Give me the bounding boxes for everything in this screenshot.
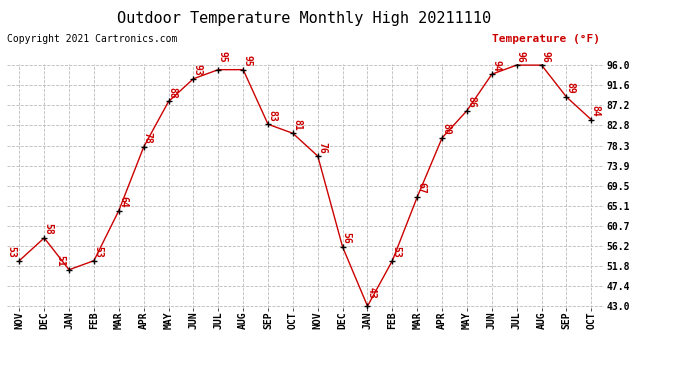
Text: 67: 67 [416, 183, 426, 194]
Text: 58: 58 [43, 224, 53, 235]
Text: 94: 94 [491, 60, 501, 71]
Text: 89: 89 [566, 82, 575, 94]
Text: 95: 95 [242, 55, 253, 67]
Text: 53: 53 [391, 246, 402, 258]
Text: Temperature (°F): Temperature (°F) [492, 34, 600, 44]
Text: 95: 95 [217, 51, 228, 63]
Text: 83: 83 [267, 110, 277, 122]
Text: 96: 96 [541, 51, 551, 62]
Text: Outdoor Temperature Monthly High 20211110: Outdoor Temperature Monthly High 2021111… [117, 11, 491, 26]
Text: 86: 86 [466, 96, 476, 108]
Text: 96: 96 [516, 51, 526, 62]
Text: 84: 84 [591, 105, 600, 117]
Text: 53: 53 [6, 246, 16, 258]
Text: 76: 76 [317, 141, 327, 153]
Text: 88: 88 [168, 87, 178, 99]
Text: 43: 43 [366, 288, 377, 299]
Text: 93: 93 [193, 64, 203, 76]
Text: 64: 64 [118, 196, 128, 208]
Text: 80: 80 [442, 123, 451, 135]
Text: 56: 56 [342, 232, 352, 244]
Text: 53: 53 [93, 246, 103, 258]
Text: 78: 78 [143, 132, 153, 144]
Text: 81: 81 [292, 119, 302, 130]
Text: 51: 51 [56, 255, 66, 267]
Text: Copyright 2021 Cartronics.com: Copyright 2021 Cartronics.com [7, 34, 177, 44]
